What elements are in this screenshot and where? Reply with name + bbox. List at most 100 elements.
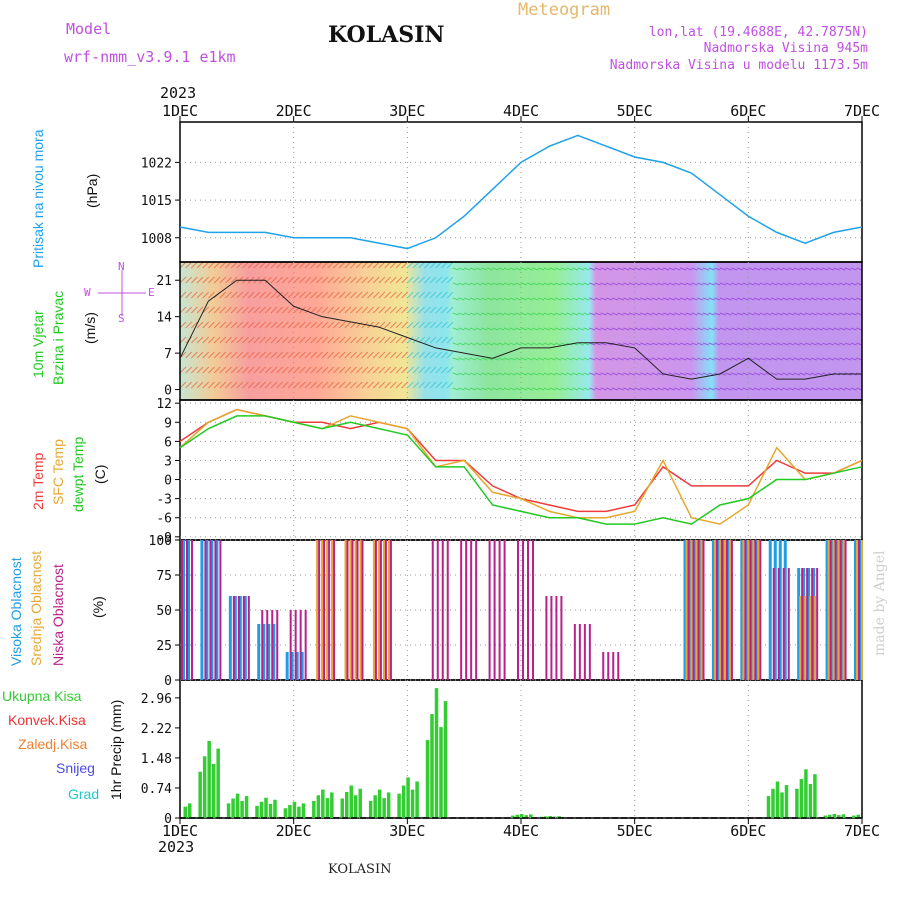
wind-barb [645,267,653,271]
wind-barb [276,261,283,269]
wind-barb [674,312,681,316]
wind-barb [833,267,840,271]
wind-barb [464,267,471,271]
wind-barb [634,282,641,286]
wind-barb [708,387,715,391]
cloud-bar [683,540,687,680]
cloud-bar [243,596,247,680]
wind-barb [225,366,232,374]
wind-barb [560,372,567,376]
wind-barb [503,357,511,361]
wind-barb [264,381,272,389]
bottom-time-label: 4DEC [503,822,539,840]
wind-barb [810,282,818,286]
wind-barb [577,327,584,331]
cloud-bar [773,540,777,680]
wind-barb [549,312,556,316]
wind-barb [787,267,795,271]
y-tick-label: 6 [164,435,172,450]
wind-barb [571,372,579,376]
y-tick-label: 0.74 [141,782,172,797]
wind-barb [577,342,584,346]
wind-barb [350,276,357,284]
wind-barb [179,261,187,269]
wind-barb [799,267,806,271]
wind-barb [691,312,698,316]
wind-barb [298,321,306,329]
wind-barb [736,387,744,391]
cloud-bar [797,568,801,680]
wind-barb [606,312,613,316]
wind-barb [611,282,619,286]
wind-barb [651,312,658,316]
wind-barb [355,276,363,284]
wind-barb [526,387,533,391]
wind-barb [787,372,795,376]
wind-barb [640,372,647,376]
wind-barb [554,327,562,331]
wind-barb [600,327,607,331]
wind-barb [759,342,766,346]
cloud-bar [750,540,754,680]
wind-barb [634,312,641,316]
wind-barb [571,312,579,316]
cloud-bar [612,652,615,680]
wind-barb [253,291,261,299]
wind-barb [338,351,346,359]
wind-barb [714,387,721,391]
wind-barb [617,387,624,391]
wind-barb [787,327,795,331]
wind-barb [429,381,437,389]
wind-barb [736,327,744,331]
wind-barb [515,267,522,271]
wind-barb [719,327,727,331]
meteogram-title: Meteogram [518,0,611,20]
wind-barb [293,261,301,269]
wind-barb [191,276,198,284]
cloud-bar [271,610,274,680]
wind-barb [242,261,249,269]
wind-barb [316,321,323,329]
wind-barb [583,312,590,316]
cloud-bar [802,568,806,680]
wind-barb [742,387,749,391]
wind-barb [759,282,766,286]
cloud-bar [257,624,261,680]
wind-barb [537,327,545,331]
wind-barb [634,267,641,271]
wind-barb [435,351,443,359]
wind-barb [475,267,482,271]
cloud-bar [555,596,558,680]
y-tick-label: 1008 [141,232,172,247]
cloud-bar [697,540,700,680]
wind-barb [481,267,488,271]
wind-barb [793,387,800,391]
precip-bar [188,803,192,818]
wind-barb [276,336,283,344]
wind-barb [406,291,414,299]
wind-barb [333,366,340,374]
wind-barb [742,297,749,301]
wind-barb [577,267,584,271]
wind-barb [606,357,613,361]
wind-barb [236,336,244,344]
wind-barb [833,342,840,346]
precip-bar [301,803,306,818]
wind-barb [213,366,221,374]
wind-barb [566,387,573,391]
wind-barb [708,267,715,271]
cloud-bar [720,540,723,680]
wind-barb [708,342,715,346]
wind-barb [776,387,783,391]
wind-barb [850,387,857,391]
wind-barb [816,327,823,331]
cloud-bar [840,540,844,680]
wind-barb [327,351,335,359]
model-name: wrf-nmm_v3.9.1 e1km [64,48,236,66]
wind-barb [594,282,602,286]
wind-barb [469,342,477,346]
precip-bar [397,793,401,818]
wind-barb [799,372,806,376]
wind-barb [532,297,539,301]
wind-barb [520,387,528,391]
